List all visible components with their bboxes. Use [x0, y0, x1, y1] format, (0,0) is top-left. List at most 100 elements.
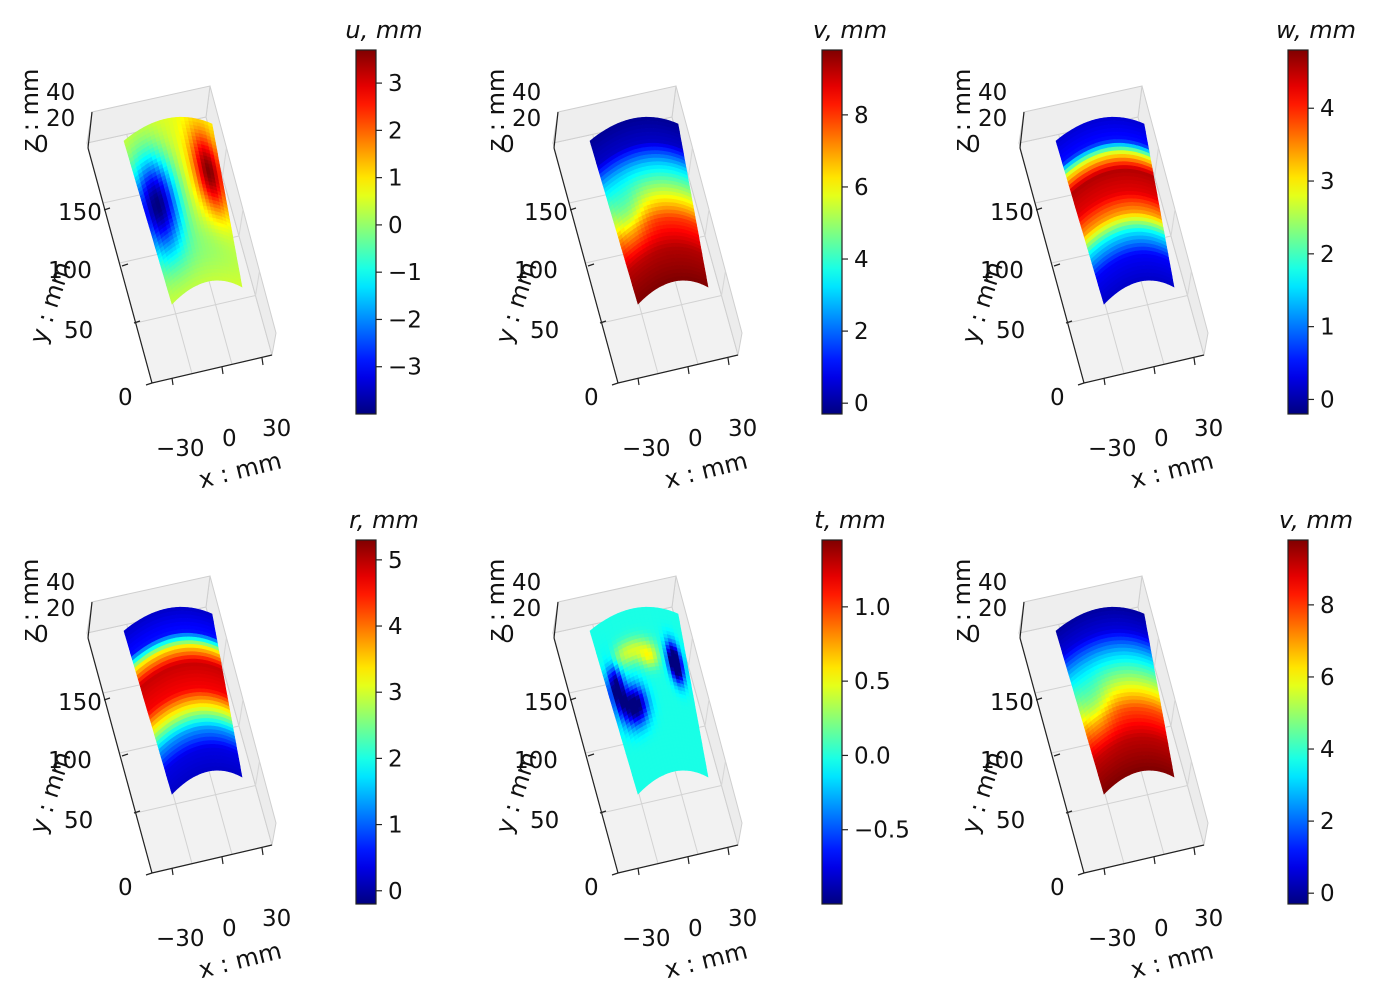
surface-heatmap: [1055, 116, 1175, 305]
x-tick-mark: [171, 377, 174, 386]
x-tick-mark: [261, 847, 264, 856]
side-gridline: [238, 209, 244, 237]
x-tick-mark: [727, 357, 730, 366]
x-tick-label: 30: [728, 416, 757, 442]
z-axis-line: [87, 111, 93, 149]
x-tick-mark: [221, 366, 224, 375]
colorbar-tick-label: 3: [388, 71, 403, 97]
y-tick-label: 50: [996, 318, 1025, 344]
x-tick-label: 30: [1194, 416, 1223, 442]
colorbar-tick-label: −1: [388, 260, 422, 286]
y-tick-label: 0: [118, 875, 133, 901]
side-gridline: [222, 637, 227, 667]
z-axis-label: z : mm: [948, 69, 976, 152]
y-tick-label: 0: [118, 385, 133, 411]
floor-gridline: [135, 295, 256, 324]
z-tick-label: 40: [978, 80, 1007, 106]
colorbar-tick-label: 1: [388, 166, 403, 192]
colorbar-tick-label: 3: [1320, 169, 1335, 195]
side-gridline: [704, 209, 710, 237]
y-tick-mark: [145, 872, 153, 876]
back-pane: [552, 85, 677, 144]
z-tick-label: 20: [512, 106, 541, 132]
colorbar-title: v, mm: [813, 16, 887, 44]
back-pane: [1018, 85, 1143, 144]
y-tick-mark: [103, 207, 111, 211]
y-axis-line: [1019, 147, 1085, 384]
y-tick-label: 50: [530, 318, 559, 344]
side-gridline: [255, 761, 260, 786]
y-tick-mark: [133, 810, 141, 814]
colorbar-tick-label: 4: [854, 247, 869, 273]
y-tick-mark: [569, 207, 577, 211]
colorbar-tick-label: 2: [854, 319, 869, 345]
z-axis-line: [87, 601, 93, 639]
y-tick-label: 150: [58, 200, 102, 226]
colorbar: [355, 539, 377, 905]
side-gridline: [255, 271, 260, 296]
z-tick-label: 40: [46, 80, 75, 106]
back-pane: [552, 575, 677, 634]
side-gridline: [721, 761, 726, 786]
y-tick-mark: [1035, 207, 1043, 211]
y-tick-label: 100: [514, 258, 558, 284]
z-tick-label: 40: [512, 80, 541, 106]
side-gridline: [688, 147, 693, 177]
side-gridline: [1154, 147, 1159, 177]
colorbar: [821, 49, 843, 415]
colorbar: [355, 49, 377, 415]
z-tick-label: 0: [500, 132, 515, 158]
panel-r: 40 20 0 150 100 50 0 −30 0 30 z : mm y : mm x : mm r,…: [0, 490, 457, 988]
side-gridline: [688, 637, 693, 667]
side-gridline: [222, 147, 227, 177]
x-tick-label: 30: [262, 906, 291, 932]
y-tick-mark: [1065, 320, 1073, 324]
floor-gridline: [601, 785, 722, 814]
back-pane: [86, 85, 211, 144]
x-tick-label: −30: [156, 436, 205, 462]
z-axis-line: [553, 111, 559, 149]
y-tick-label: 0: [584, 385, 599, 411]
side-gridline: [238, 699, 244, 727]
colorbar-tick-label: −2: [388, 307, 422, 333]
colorbar-tick-label: 0: [1320, 387, 1335, 413]
y-tick-label: 100: [48, 258, 92, 284]
colorbar-tick-label: 1: [388, 813, 403, 839]
y-tick-mark: [145, 382, 153, 386]
y-tick-label: 150: [990, 200, 1034, 226]
y-tick-label: 0: [1050, 385, 1065, 411]
x-tick-mark: [261, 357, 264, 366]
y-axis-line: [87, 147, 153, 384]
surface-cell: [237, 771, 243, 778]
surface-heatmap: [123, 606, 243, 795]
z-tick-label: 20: [46, 106, 75, 132]
y-tick-mark: [103, 697, 111, 701]
panel-w: 40 20 0 150 100 50 0 −30 0 30 z : mm y : mm x : mm w,…: [932, 0, 1373, 498]
x-tick-label: 0: [1154, 426, 1169, 452]
colorbar-tick-label: 3: [388, 680, 403, 706]
side-gridline: [721, 271, 726, 296]
colorbar-tick-label: 2: [388, 746, 403, 772]
x-tick-mark: [1153, 366, 1156, 375]
colorbar-tick-label: 4: [1320, 96, 1335, 122]
y-tick-label: 150: [524, 200, 568, 226]
x-tick-mark: [1193, 357, 1196, 366]
z-tick-label: 20: [978, 106, 1007, 132]
x-axis-label: x : mm: [1128, 446, 1217, 494]
z-axis-label: z : mm: [482, 69, 510, 152]
floor-gridline: [135, 785, 256, 814]
y-tick-label: 50: [64, 318, 93, 344]
z-tick-label: 40: [46, 570, 75, 596]
y-tick-mark: [121, 753, 129, 757]
colorbar-tick-label: 4: [388, 614, 403, 640]
x-tick-label: −30: [622, 436, 671, 462]
y-tick-label: 100: [48, 748, 92, 774]
y-tick-mark: [121, 263, 129, 267]
surface-cell: [703, 281, 709, 288]
z-tick-label: 20: [46, 596, 75, 622]
z-axis-label: z : mm: [16, 559, 44, 642]
